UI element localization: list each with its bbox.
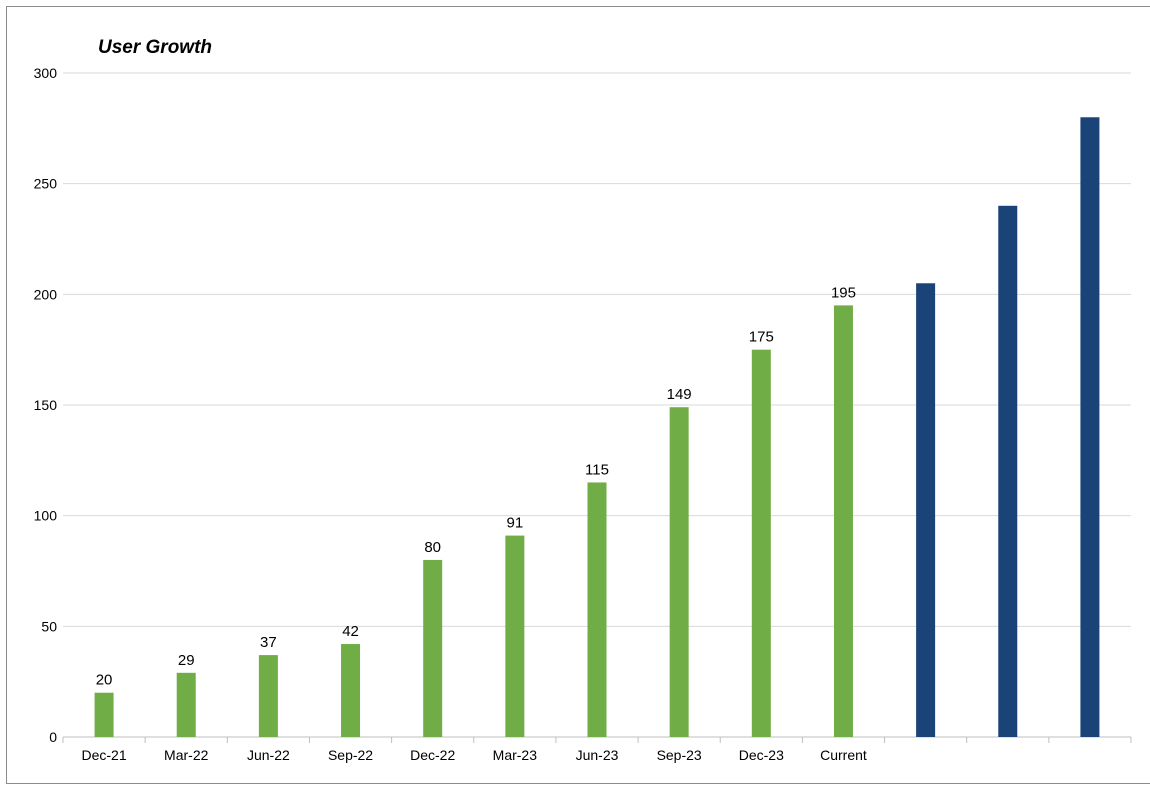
x-tick-label: Mar-23	[493, 747, 538, 763]
bar	[258, 655, 278, 737]
x-tick-label: Dec-22	[410, 747, 455, 763]
data-label: 91	[507, 515, 524, 532]
x-tick-label: Jun-22	[247, 747, 290, 763]
data-labels: 20 29 37 42 80 91 115 149 175 195	[96, 284, 856, 688]
y-tick-label: 100	[34, 508, 58, 524]
y-tick-label: 300	[34, 65, 58, 81]
bar	[1080, 117, 1100, 738]
data-label: 29	[178, 652, 195, 669]
y-tick-label: 0	[49, 729, 57, 745]
x-tick-label: Sep-23	[657, 747, 702, 763]
y-tick-label: 50	[41, 618, 57, 634]
x-tick-label: Dec-23	[739, 747, 784, 763]
x-tick-label: Mar-22	[164, 747, 209, 763]
gridlines	[63, 72, 1131, 627]
x-tick-label: Dec-21	[82, 747, 127, 763]
x-axis: Dec-21 Mar-22 Jun-22 Sep-22 Dec-22 Mar-23 Jun-…	[62, 736, 1132, 763]
bar	[423, 559, 443, 737]
data-label: 37	[260, 634, 277, 651]
data-label: 20	[96, 672, 113, 689]
y-tick-label: 200	[34, 286, 58, 302]
bar	[94, 692, 114, 737]
x-tick-label: Current	[820, 747, 867, 763]
data-label: 115	[585, 461, 609, 478]
data-label: 149	[667, 386, 692, 403]
x-tick-label: Sep-22	[328, 747, 373, 763]
bars	[94, 117, 1100, 738]
bar	[998, 205, 1018, 738]
chart-title: User Growth	[98, 37, 212, 58]
bar	[833, 305, 853, 737]
bar	[751, 349, 771, 737]
data-label: 42	[342, 623, 359, 640]
bar	[176, 672, 196, 737]
bar	[669, 407, 689, 737]
user-growth-chart: User Growth 0 50 100 150 200 250 300 Dec-21 Mar…	[34, 37, 1132, 763]
x-tick-label: Jun-23	[576, 747, 619, 763]
bar	[505, 535, 525, 737]
y-axis-ticks: 0 50 100 150 200 250 300	[34, 65, 58, 745]
y-tick-label: 150	[34, 397, 58, 413]
data-label: 80	[424, 539, 441, 556]
data-label: 195	[831, 284, 856, 301]
y-tick-label: 250	[34, 176, 58, 192]
bar	[587, 482, 607, 737]
bar	[916, 283, 936, 737]
data-label: 175	[749, 329, 774, 346]
bar	[341, 644, 361, 737]
chart-frame: User Growth 0 50 100 150 200 250 300 Dec-21 Mar…	[6, 6, 1150, 784]
